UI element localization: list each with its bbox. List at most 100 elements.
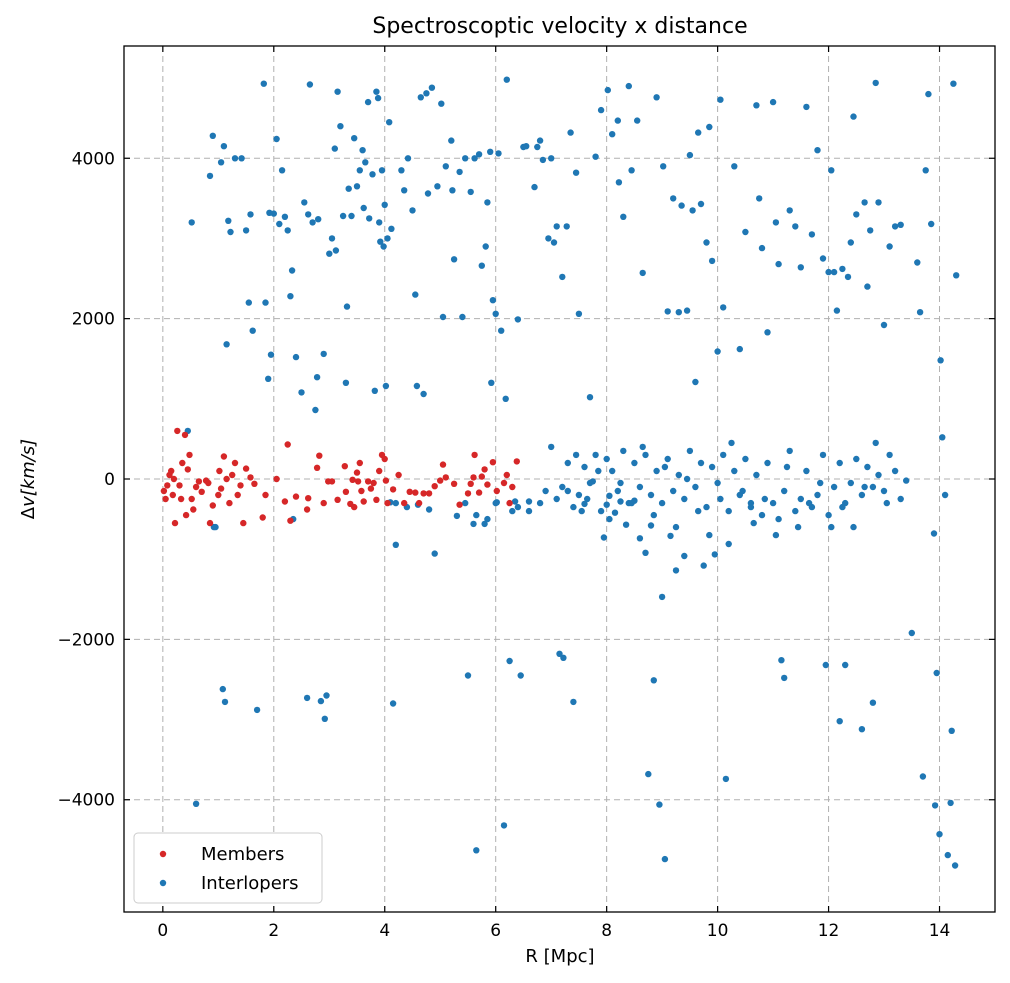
point-members bbox=[382, 477, 390, 484]
point-members bbox=[179, 459, 186, 467]
point-members bbox=[234, 491, 241, 499]
point-interlopers bbox=[620, 447, 627, 455]
point-interlopers bbox=[622, 521, 630, 528]
point-members bbox=[184, 466, 191, 473]
point-members bbox=[437, 477, 444, 484]
point-interlopers bbox=[847, 239, 854, 246]
y-tick-label: −4000 bbox=[57, 791, 115, 811]
point-interlopers bbox=[886, 451, 893, 459]
point-interlopers bbox=[950, 80, 957, 87]
point-interlopers bbox=[567, 129, 574, 136]
point-interlopers bbox=[817, 479, 824, 487]
point-members bbox=[242, 465, 250, 472]
point-interlopers bbox=[681, 552, 688, 560]
point-interlopers bbox=[948, 727, 955, 734]
point-interlopers bbox=[864, 463, 871, 471]
point-interlopers bbox=[597, 106, 605, 114]
point-members bbox=[226, 499, 233, 507]
point-interlopers bbox=[386, 119, 393, 126]
legend-marker-members bbox=[159, 850, 167, 858]
x-tick-label: 8 bbox=[601, 921, 612, 941]
point-interlopers bbox=[706, 123, 713, 131]
point-interlopers bbox=[284, 227, 291, 234]
point-interlopers bbox=[653, 94, 660, 101]
point-interlopers bbox=[939, 434, 946, 441]
point-members bbox=[481, 466, 488, 473]
point-interlopers bbox=[536, 499, 544, 507]
point-interlopers bbox=[425, 506, 433, 513]
point-members bbox=[395, 471, 402, 479]
point-members bbox=[351, 503, 358, 511]
point-interlopers bbox=[320, 350, 327, 358]
point-interlopers bbox=[511, 498, 519, 505]
point-members bbox=[305, 495, 312, 502]
point-interlopers bbox=[342, 379, 350, 386]
point-members bbox=[349, 476, 356, 483]
point-interlopers bbox=[572, 451, 580, 459]
point-members bbox=[425, 490, 433, 497]
point-interlopers bbox=[736, 345, 743, 353]
point-members bbox=[176, 482, 183, 489]
point-members bbox=[195, 478, 203, 485]
point-interlopers bbox=[401, 187, 408, 194]
grid-layer bbox=[124, 46, 995, 912]
point-interlopers bbox=[364, 98, 372, 106]
point-interlopers bbox=[404, 155, 412, 162]
point-interlopers bbox=[825, 511, 832, 519]
point-interlopers bbox=[703, 239, 710, 246]
point-interlopers bbox=[276, 220, 283, 228]
point-interlopers bbox=[281, 213, 289, 220]
point-interlopers bbox=[550, 239, 558, 246]
point-interlopers bbox=[392, 541, 399, 548]
point-interlopers bbox=[880, 321, 888, 329]
point-interlopers bbox=[459, 313, 466, 321]
point-members bbox=[493, 487, 500, 495]
point-interlopers bbox=[343, 303, 351, 310]
point-members bbox=[209, 502, 216, 509]
point-interlopers bbox=[434, 183, 441, 190]
point-interlopers bbox=[650, 511, 657, 519]
point-interlopers bbox=[219, 685, 226, 693]
point-interlopers bbox=[371, 387, 378, 394]
point-interlopers bbox=[853, 455, 860, 463]
point-interlopers bbox=[503, 76, 510, 83]
y-axis-label-delta: Δ bbox=[18, 506, 39, 519]
point-members bbox=[206, 519, 214, 527]
point-interlopers bbox=[695, 507, 702, 515]
point-interlopers bbox=[337, 123, 344, 130]
point-interlopers bbox=[850, 113, 857, 120]
point-interlopers bbox=[761, 495, 768, 503]
point-interlopers bbox=[525, 498, 533, 505]
point-interlopers bbox=[786, 447, 793, 455]
point-interlopers bbox=[869, 483, 877, 491]
point-interlopers bbox=[667, 532, 674, 540]
point-interlopers bbox=[321, 715, 328, 722]
point-members bbox=[389, 486, 397, 493]
point-interlopers bbox=[805, 499, 813, 507]
point-interlopers bbox=[278, 167, 286, 174]
point-members bbox=[364, 478, 372, 485]
point-members bbox=[406, 488, 413, 495]
point-members bbox=[316, 452, 323, 459]
point-members bbox=[198, 488, 205, 495]
point-interlopers bbox=[265, 375, 272, 382]
x-tick-label: 2 bbox=[268, 921, 279, 941]
point-interlopers bbox=[373, 88, 380, 95]
point-members bbox=[205, 479, 212, 487]
point-interlopers bbox=[670, 487, 677, 495]
point-interlopers bbox=[378, 167, 386, 174]
point-interlopers bbox=[725, 507, 732, 515]
point-interlopers bbox=[487, 148, 494, 155]
point-interlopers bbox=[853, 211, 860, 218]
point-interlopers bbox=[661, 855, 669, 863]
point-interlopers bbox=[450, 256, 458, 263]
point-interlopers bbox=[778, 657, 785, 664]
point-interlopers bbox=[227, 228, 234, 236]
point-interlopers bbox=[326, 250, 333, 257]
point-interlopers bbox=[720, 304, 727, 311]
point-interlopers bbox=[775, 260, 782, 268]
point-interlopers bbox=[922, 167, 929, 174]
point-interlopers bbox=[473, 847, 480, 854]
point-interlopers bbox=[708, 257, 716, 265]
point-interlopers bbox=[930, 530, 938, 537]
